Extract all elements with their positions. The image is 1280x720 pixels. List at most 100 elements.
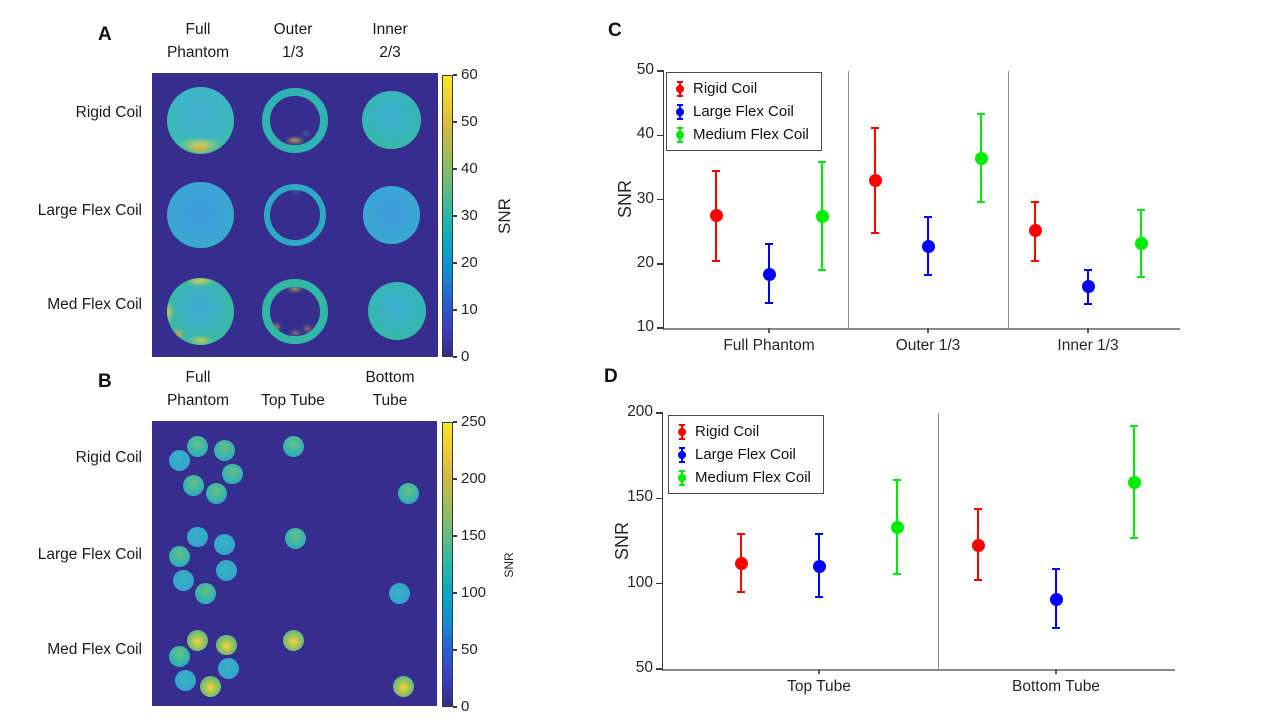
data-point bbox=[974, 151, 988, 165]
sample-dot bbox=[195, 582, 217, 604]
group-divider-line bbox=[1008, 71, 1010, 328]
error-bar-cap-top bbox=[924, 216, 932, 219]
phantom-disc bbox=[362, 90, 421, 150]
legend-marker-dot bbox=[676, 130, 684, 139]
x-axis-tick bbox=[768, 328, 770, 333]
hotspot bbox=[301, 129, 310, 137]
legend-item: Rigid Coil bbox=[677, 421, 811, 442]
error-bar-cap-top bbox=[977, 113, 985, 116]
error-bar-cap-top bbox=[1031, 201, 1039, 204]
panel-a-col-header-full-phantom: Full Phantom bbox=[166, 21, 230, 61]
panel-b-letter: B bbox=[98, 371, 112, 392]
panel-b-row-label-rigid-coil: Rigid Coil bbox=[75, 449, 142, 466]
error-bar-cap-bottom bbox=[1031, 259, 1039, 262]
legend-marker bbox=[677, 445, 687, 465]
panel-b-col-header-top-tube: Top Tube bbox=[261, 392, 325, 409]
legend-marker bbox=[675, 79, 685, 99]
colorbar-tick-label: 250 bbox=[461, 413, 487, 430]
x-axis-tick bbox=[1055, 669, 1057, 674]
y-axis-tick bbox=[656, 668, 663, 670]
error-bar-cap-top bbox=[815, 533, 823, 536]
panel-d-plot-area: 50 100 150 200 Top Tube Bottom Tube Rigid Coil… bbox=[627, 403, 1175, 695]
hotspot bbox=[272, 322, 282, 331]
data-point bbox=[1049, 592, 1063, 606]
error-bar-cap-bottom bbox=[871, 231, 879, 234]
data-point bbox=[921, 239, 935, 253]
legend-item: Medium Flex Coil bbox=[677, 467, 811, 488]
legend-item: Large Flex Coil bbox=[675, 101, 809, 122]
panel-c-letter: C bbox=[608, 20, 622, 41]
colorbar-tick bbox=[453, 535, 457, 537]
x-axis-tick bbox=[1087, 328, 1089, 333]
error-bar-cap-top bbox=[893, 479, 901, 482]
y-axis-tick-label: 40 bbox=[636, 125, 654, 143]
hotspot bbox=[222, 291, 231, 307]
error-bar-cap-top bbox=[974, 508, 982, 511]
legend-marker-cap bbox=[679, 483, 685, 486]
colorbar-tick-label: 10 bbox=[461, 301, 478, 318]
colorbar-tick-label: 0 bbox=[461, 348, 470, 365]
y-axis-tick bbox=[657, 263, 664, 265]
y-axis-tick bbox=[656, 497, 663, 500]
colorbar-tick-label: 20 bbox=[461, 254, 478, 271]
x-axis-tick bbox=[927, 328, 929, 333]
sample-dot bbox=[168, 545, 190, 567]
phantom-ring bbox=[262, 279, 328, 345]
sample-dot bbox=[284, 527, 306, 549]
hotspot bbox=[186, 144, 214, 154]
y-axis-tick bbox=[657, 327, 664, 329]
y-axis-tick-label: 50 bbox=[635, 659, 653, 676]
y-axis-tick-label: 30 bbox=[636, 189, 654, 207]
colorbar-tick bbox=[453, 592, 457, 594]
hotspot bbox=[189, 335, 214, 346]
legend-label: Large Flex Coil bbox=[693, 103, 794, 120]
legend-label: Rigid Coil bbox=[695, 423, 760, 440]
data-point bbox=[812, 560, 826, 574]
data-point bbox=[815, 209, 829, 223]
legend-item: Rigid Coil bbox=[675, 78, 809, 99]
panel-a-colorbar-label: SNR bbox=[495, 198, 514, 234]
legend-item: Medium Flex Coil bbox=[675, 124, 809, 145]
sample-dot bbox=[168, 646, 190, 668]
colorbar-tick-label: 150 bbox=[461, 527, 487, 544]
y-axis-tick-label: 150 bbox=[627, 488, 653, 506]
sample-dot bbox=[187, 526, 209, 548]
x-axis-tick-label: Inner 1/3 bbox=[1057, 337, 1119, 354]
colorbar-tick-label: 200 bbox=[461, 470, 487, 487]
group-divider-line bbox=[938, 413, 940, 669]
sample-dot bbox=[168, 450, 190, 472]
error-bar-cap-top bbox=[871, 126, 879, 129]
y-axis-tick bbox=[656, 412, 663, 414]
error-bar-cap-top bbox=[1084, 268, 1092, 271]
hotspot bbox=[285, 136, 305, 144]
sample-dot bbox=[215, 559, 237, 581]
y-axis-tick bbox=[656, 582, 663, 585]
y-axis-tick bbox=[657, 198, 664, 201]
colorbar-tick bbox=[453, 168, 457, 170]
error-bar-cap-top bbox=[818, 160, 826, 163]
error-bar-cap-top bbox=[1130, 424, 1138, 427]
x-axis-tick bbox=[818, 669, 820, 674]
colorbar-tick-label: 100 bbox=[461, 584, 487, 601]
error-bar-cap-top bbox=[1052, 568, 1060, 571]
legend-marker-cap bbox=[677, 126, 683, 129]
panel-b-row-label-large-flex-coil: Large Flex Coil bbox=[37, 546, 142, 563]
data-point bbox=[709, 209, 723, 223]
error-bar-cap-bottom bbox=[1137, 275, 1145, 278]
panel-a-row-label-med-flex-coil: Med Flex Coil bbox=[47, 296, 142, 313]
error-bar-cap-bottom bbox=[977, 201, 985, 204]
error-bar-cap-bottom bbox=[765, 301, 773, 304]
x-axis-tick-label: Top Tube bbox=[787, 678, 851, 695]
colorbar-tick bbox=[453, 421, 457, 423]
sample-dot bbox=[175, 669, 197, 691]
data-point bbox=[1081, 280, 1095, 294]
legend-marker-dot bbox=[678, 473, 686, 482]
colorbar-gradient bbox=[442, 422, 453, 707]
error-bar-cap-top bbox=[737, 533, 745, 536]
legend-marker-cap bbox=[677, 140, 683, 143]
x-axis-tick-label: Bottom Tube bbox=[1012, 678, 1100, 695]
colorbar-tick bbox=[453, 356, 457, 358]
legend-marker-cap bbox=[677, 80, 683, 83]
sample-dot bbox=[213, 534, 235, 556]
data-point bbox=[1134, 237, 1148, 251]
